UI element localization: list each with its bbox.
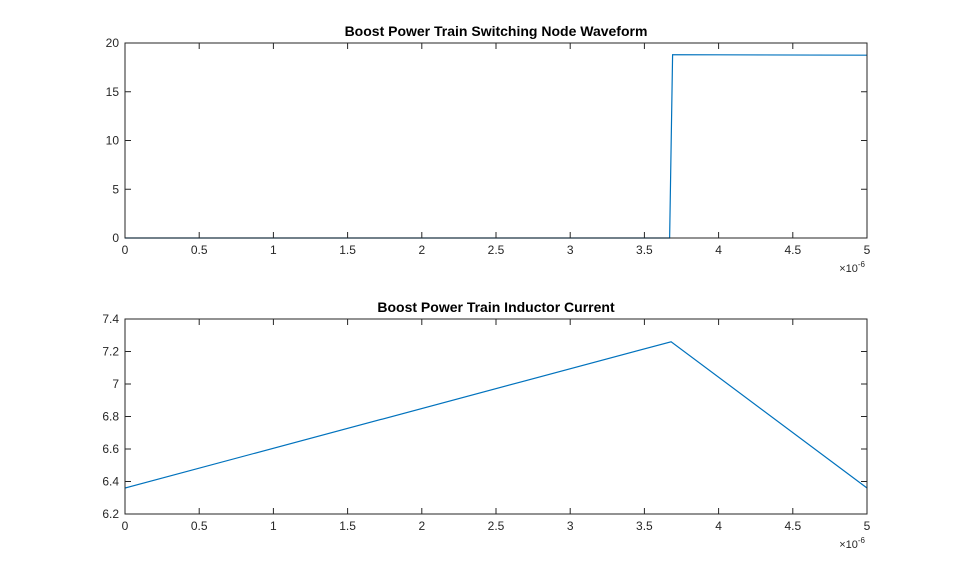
chart-title: Boost Power Train Switching Node Wavefor… <box>345 23 648 39</box>
axes: Boost Power Train Switching Node Wavefor… <box>106 23 871 275</box>
x-tick-label: 2 <box>418 519 425 533</box>
y-tick-label: 6.6 <box>102 442 119 456</box>
y-tick-label: 20 <box>106 36 120 50</box>
x-exponent-power: -6 <box>858 536 866 545</box>
x-tick-label: 3.5 <box>636 243 653 257</box>
x-tick-label: 4 <box>715 243 722 257</box>
line <box>124 341 868 489</box>
y-tick-label: 7.2 <box>102 345 119 359</box>
x-exponent: ×10-6 <box>839 536 865 551</box>
x-exponent-base: ×10 <box>839 263 858 275</box>
x-tick-label: 2.5 <box>488 243 505 257</box>
axes-box <box>124 318 868 515</box>
y-tick-label: 15 <box>106 85 120 99</box>
x-exponent: ×10-6 <box>839 260 865 275</box>
x-tick-label: 3.5 <box>636 519 653 533</box>
x-tick-label: 2 <box>418 243 425 257</box>
x-tick-label: 0.5 <box>191 243 208 257</box>
y-tick-label: 7.4 <box>102 312 119 326</box>
axes: Boost Power Train Inductor Current 0 0.5 1 1… <box>102 299 870 551</box>
x-tick-label: 4.5 <box>784 243 801 257</box>
x-exponent-power: -6 <box>858 260 866 269</box>
x-exponent-base: ×10 <box>839 539 858 551</box>
x-tick-label: 2.5 <box>488 519 505 533</box>
x-tick-label: 0 <box>122 243 129 257</box>
x-tick-label: 1.5 <box>339 243 356 257</box>
y-tick-label: 0 <box>112 231 119 245</box>
x-tick-label: 4.5 <box>784 519 801 533</box>
x-tick-label: 5 <box>864 519 871 533</box>
y-tick-label: 6.4 <box>102 475 119 489</box>
x-tick-label: 3 <box>567 519 574 533</box>
chart-title: Boost Power Train Inductor Current <box>377 299 615 315</box>
x-tick-label: 0 <box>122 519 129 533</box>
y-tick-label: 5 <box>112 182 119 196</box>
x-tick-label: 5 <box>864 243 871 257</box>
x-tick-label: 3 <box>567 243 574 257</box>
y-tick-label: 10 <box>106 134 120 148</box>
line <box>125 54 868 239</box>
x-tick-label: 1.5 <box>339 519 356 533</box>
x-tick-label: 0.5 <box>191 519 208 533</box>
x-tick-label: 1 <box>270 243 277 257</box>
y-tick-label: 6.2 <box>102 507 119 521</box>
axes-box <box>124 42 868 239</box>
y-tick-label: 7 <box>112 377 119 391</box>
y-tick-label: 6.8 <box>102 410 119 424</box>
x-tick-label: 4 <box>715 519 722 533</box>
x-tick-label: 1 <box>270 519 277 533</box>
